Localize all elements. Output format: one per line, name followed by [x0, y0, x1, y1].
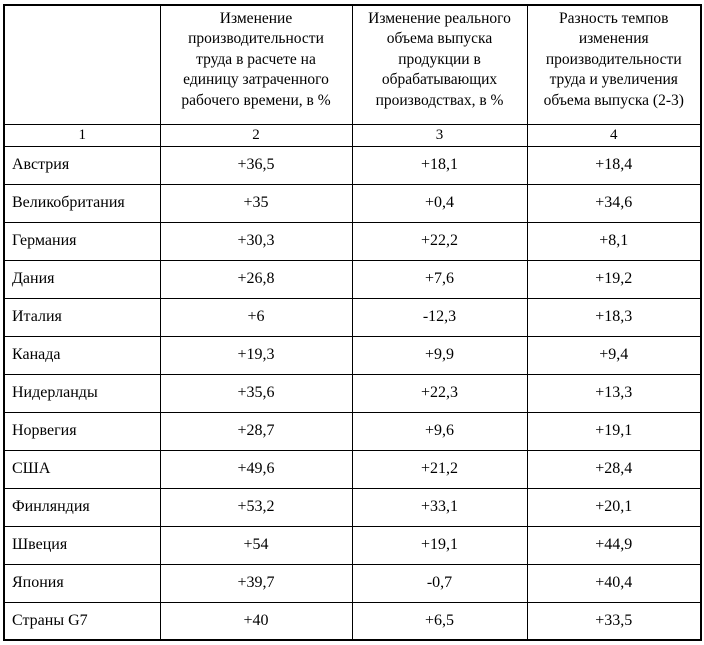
- value-cell: +18,3: [526, 297, 702, 337]
- value-cell: +33,5: [526, 601, 702, 641]
- country-cell: США: [3, 449, 161, 489]
- value-cell: +30,3: [159, 221, 353, 261]
- value-cell: +19,2: [526, 259, 702, 299]
- country-cell: Швеция: [3, 525, 161, 565]
- value-cell: +28,7: [159, 411, 353, 451]
- value-cell: +19,1: [526, 411, 702, 451]
- country-cell: Канада: [3, 335, 161, 375]
- value-cell: +53,2: [159, 487, 353, 527]
- value-cell: +49,6: [159, 449, 353, 489]
- value-cell: -0,7: [351, 563, 528, 603]
- header-difference: Разность темпов изменения производительн…: [526, 4, 702, 125]
- productivity-comparison-table: Изменение производительности труда в рас…: [3, 4, 702, 641]
- table-row: Австрия +36,5 +18,1 +18,4: [3, 145, 702, 185]
- value-cell: +28,4: [526, 449, 702, 489]
- table-row: Германия +30,3 +22,2 +8,1: [3, 221, 702, 261]
- country-cell: Страны G7: [3, 601, 161, 641]
- value-cell: +44,9: [526, 525, 702, 565]
- table-row: США +49,6 +21,2 +28,4: [3, 449, 702, 489]
- country-cell: Финляндия: [3, 487, 161, 527]
- header-country: [3, 4, 161, 125]
- table-row: Великобритания +35 +0,4 +34,6: [3, 183, 702, 223]
- header-output-change: Изменение реального объема выпуска проду…: [351, 4, 528, 125]
- country-cell: Великобритания: [3, 183, 161, 223]
- header-row: Изменение производительности труда в рас…: [3, 4, 702, 125]
- country-cell: Норвегия: [3, 411, 161, 451]
- value-cell: +18,1: [351, 145, 528, 185]
- table-row: Нидерланды +35,6 +22,3 +13,3: [3, 373, 702, 413]
- value-cell: +19,1: [351, 525, 528, 565]
- table-row: Дания +26,8 +7,6 +19,2: [3, 259, 702, 299]
- column-number: 1: [3, 123, 161, 147]
- value-cell: +35: [159, 183, 353, 223]
- table-row: Канада +19,3 +9,9 +9,4: [3, 335, 702, 375]
- column-number: 3: [351, 123, 528, 147]
- table-row: Страны G7 +40 +6,5 +33,5: [3, 601, 702, 641]
- value-cell: +20,1: [526, 487, 702, 527]
- value-cell: +34,6: [526, 183, 702, 223]
- country-cell: Япония: [3, 563, 161, 603]
- table-body: Австрия +36,5 +18,1 +18,4 Великобритания +35 +…: [3, 145, 702, 641]
- value-cell: +40: [159, 601, 353, 641]
- value-cell: +54: [159, 525, 353, 565]
- country-cell: Нидерланды: [3, 373, 161, 413]
- header-productivity-change: Изменение производительности труда в рас…: [159, 4, 353, 125]
- value-cell: +9,6: [351, 411, 528, 451]
- column-number: 4: [526, 123, 702, 147]
- table-row: Норвегия +28,7 +9,6 +19,1: [3, 411, 702, 451]
- value-cell: +9,4: [526, 335, 702, 375]
- column-number-row: 1 2 3 4: [3, 123, 702, 147]
- country-cell: Дания: [3, 259, 161, 299]
- value-cell: +22,2: [351, 221, 528, 261]
- value-cell: +6,5: [351, 601, 528, 641]
- value-cell: +36,5: [159, 145, 353, 185]
- value-cell: +9,9: [351, 335, 528, 375]
- table-row: Финляндия +53,2 +33,1 +20,1: [3, 487, 702, 527]
- value-cell: +13,3: [526, 373, 702, 413]
- value-cell: +7,6: [351, 259, 528, 299]
- column-number: 2: [159, 123, 353, 147]
- value-cell: +8,1: [526, 221, 702, 261]
- value-cell: -12,3: [351, 297, 528, 337]
- value-cell: +19,3: [159, 335, 353, 375]
- value-cell: +40,4: [526, 563, 702, 603]
- value-cell: +21,2: [351, 449, 528, 489]
- table-row: Италия +6 -12,3 +18,3: [3, 297, 702, 337]
- value-cell: +26,8: [159, 259, 353, 299]
- value-cell: +33,1: [351, 487, 528, 527]
- table-row: Япония +39,7 -0,7 +40,4: [3, 563, 702, 603]
- country-cell: Австрия: [3, 145, 161, 185]
- value-cell: +22,3: [351, 373, 528, 413]
- value-cell: +0,4: [351, 183, 528, 223]
- value-cell: +6: [159, 297, 353, 337]
- country-cell: Германия: [3, 221, 161, 261]
- table-row: Швеция +54 +19,1 +44,9: [3, 525, 702, 565]
- country-cell: Италия: [3, 297, 161, 337]
- value-cell: +35,6: [159, 373, 353, 413]
- value-cell: +39,7: [159, 563, 353, 603]
- value-cell: +18,4: [526, 145, 702, 185]
